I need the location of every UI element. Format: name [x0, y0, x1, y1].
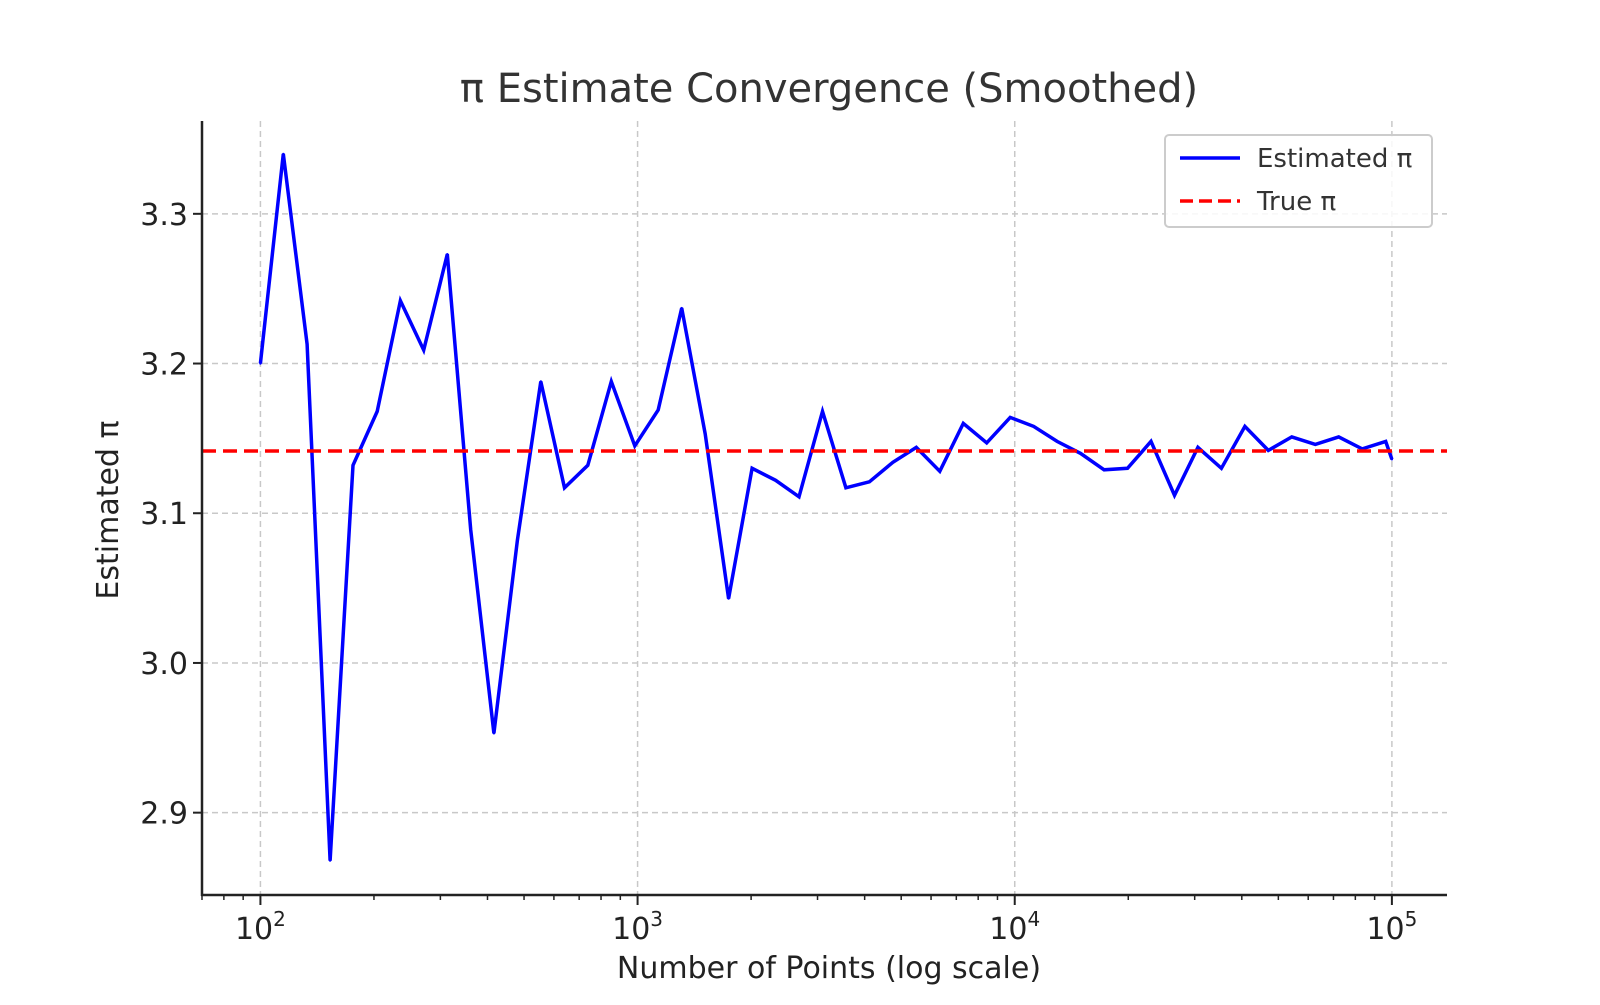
data-point — [938, 470, 942, 473]
x-tick-label: 104 — [989, 907, 1040, 947]
data-point — [1173, 494, 1176, 497]
data-point — [376, 410, 379, 413]
data-point — [1149, 440, 1153, 443]
data-point — [1220, 467, 1223, 470]
data-point — [1290, 435, 1293, 439]
data-point — [422, 348, 425, 352]
data-point — [727, 597, 730, 600]
data-point — [656, 408, 660, 412]
data-point — [328, 859, 332, 862]
y-tick-label: 3.1 — [140, 497, 188, 532]
x-tick-label: 105 — [1366, 907, 1417, 947]
data-point — [586, 464, 590, 467]
data-point — [351, 464, 355, 467]
data-point — [259, 362, 262, 365]
data-point — [1384, 440, 1387, 443]
data-point — [703, 432, 707, 436]
chart-title: π Estimate Convergence (Smoothed) — [460, 66, 1198, 112]
series-line-estimated-pi — [258, 153, 1394, 861]
data-point — [891, 461, 895, 464]
data-point — [774, 479, 777, 482]
legend-label-true: True π — [1256, 187, 1336, 217]
y-tick-label: 3.0 — [140, 647, 188, 682]
data-point — [282, 152, 285, 156]
data-point — [1314, 443, 1317, 446]
data-point — [492, 732, 496, 735]
y-tick-label: 3.2 — [140, 348, 188, 383]
data-point — [539, 380, 543, 383]
y-axis-label: Estimated π — [91, 420, 126, 599]
data-point — [821, 410, 824, 413]
data-point — [1008, 416, 1012, 419]
data-point — [563, 486, 566, 489]
data-point — [680, 306, 683, 310]
data-point — [1196, 446, 1200, 449]
data-point — [1267, 449, 1270, 452]
y-tick-label: 3.3 — [140, 198, 188, 233]
data-point — [985, 441, 988, 445]
data-point — [962, 422, 965, 425]
data-point — [399, 299, 402, 302]
data-point — [1337, 435, 1340, 439]
data-point — [1390, 458, 1394, 461]
data-point — [844, 486, 848, 489]
data-point — [1055, 440, 1059, 443]
ticks-layer: 2.9 3.0 3.1 3.2 3.3 102 103 104 105 — [140, 198, 1417, 947]
data-point — [1243, 425, 1247, 428]
data-point — [750, 467, 754, 470]
axes-layer — [200, 121, 1447, 897]
legend: Estimated π True π — [1164, 134, 1433, 228]
data-point — [915, 446, 918, 449]
legend-label-estimated: Estimated π — [1257, 144, 1412, 174]
grid-layer — [202, 121, 1447, 895]
y-tick-label: 2.9 — [140, 797, 188, 832]
data-point — [1126, 467, 1129, 470]
series-layer — [202, 152, 1447, 862]
data-point — [446, 253, 449, 256]
data-point — [1102, 468, 1106, 472]
data-point — [633, 444, 636, 448]
data-point — [469, 528, 472, 531]
data-point — [868, 480, 871, 484]
data-point — [516, 538, 519, 542]
x-tick-label: 103 — [612, 907, 663, 947]
data-point — [610, 380, 613, 383]
data-point — [305, 342, 309, 346]
data-point — [797, 495, 801, 498]
x-axis-label: Number of Points (log scale) — [617, 951, 1041, 986]
data-point — [1032, 425, 1035, 428]
data-point — [1079, 452, 1082, 455]
x-tick-label: 102 — [235, 907, 286, 947]
